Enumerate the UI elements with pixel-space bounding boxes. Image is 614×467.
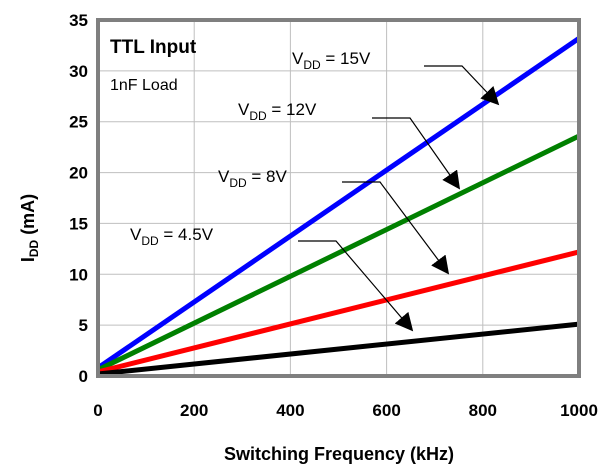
y-tick-label: 30 <box>69 62 88 81</box>
y-tick-label: 15 <box>69 214 88 233</box>
y-axis-title-sub: DD <box>27 239 41 257</box>
series-label-2: VDD = 8V <box>218 167 288 190</box>
x-tick-label: 800 <box>469 401 497 420</box>
y-tick-label: 5 <box>79 316 88 335</box>
x-tick-label: 0 <box>93 401 102 420</box>
series-leader-1 <box>372 117 461 190</box>
series-leader-0 <box>424 65 500 106</box>
x-tick-label: 600 <box>372 401 400 420</box>
chart-subtitle: 1nF Load <box>110 77 178 94</box>
series-label-3: VDD = 4.5V <box>130 225 214 248</box>
series-leader-2 <box>342 181 450 275</box>
series-leader-3 <box>298 240 414 332</box>
y-axis-title: IDD (mA) <box>18 194 41 262</box>
x-tick-label: 200 <box>180 401 208 420</box>
y-tick-label: 25 <box>69 113 88 132</box>
series-line-3 <box>97 321 580 377</box>
x-tick-labels: 0 200 400 600 800 1000 <box>93 401 598 420</box>
plot-frame <box>96 18 581 378</box>
y-tick-label: 0 <box>79 367 88 386</box>
series-line-2 <box>97 249 580 375</box>
y-tick-label: 20 <box>69 164 88 183</box>
series-line-1 <box>96 133 581 373</box>
chart-title: TTL Input <box>110 37 197 58</box>
grid <box>97 19 580 377</box>
y-tick-label: 10 <box>69 265 88 284</box>
series-label-0: VDD = 15V <box>292 49 371 72</box>
series-annotations: VDD = 15V VDD = 12V VDD = 8V VDD = 4.5V <box>130 49 500 332</box>
series-label-1: VDD = 12V <box>238 100 317 123</box>
x-tick-label: 1000 <box>560 401 598 420</box>
x-tick-label: 400 <box>276 401 304 420</box>
y-tick-labels: 0 5 10 15 20 25 30 35 <box>69 11 88 386</box>
y-tick-label: 35 <box>69 11 88 30</box>
x-axis-title: Switching Frequency (kHz) <box>224 444 454 464</box>
